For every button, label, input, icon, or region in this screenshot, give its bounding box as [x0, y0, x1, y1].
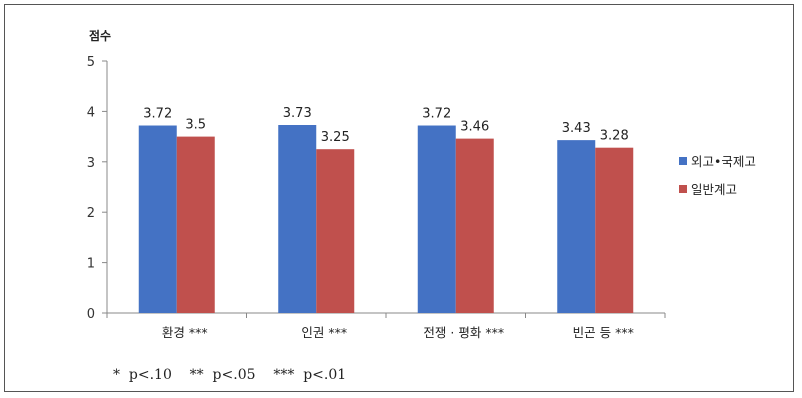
- bar-series2: [176, 136, 215, 313]
- y-tick-label: 5: [87, 55, 95, 70]
- data-label: 3.28: [600, 129, 629, 144]
- y-axis-label: 점수: [89, 28, 111, 43]
- legend-label: 외고•국제고: [691, 154, 756, 169]
- data-label: 3.5: [185, 118, 206, 133]
- bar-series2: [595, 147, 634, 313]
- significance-footnote: * p<.10 ** p<.05 *** p<.01: [113, 367, 347, 383]
- data-label: 3.72: [422, 107, 451, 122]
- chart-frame: 점수 0 1 2 3 4 5 3.72 3.5 환경 *** 3.73 3.25 인권 *** 3.72…: [4, 4, 794, 392]
- legend-label: 일반계고: [691, 182, 737, 197]
- legend-swatch: [679, 185, 687, 193]
- legend-item: 외고•국제고: [679, 154, 756, 169]
- data-label: 3.46: [460, 120, 489, 135]
- legend-swatch: [679, 157, 687, 165]
- bar-series1: [278, 125, 317, 314]
- y-tick-label: 4: [87, 105, 95, 120]
- legend-item: 일반계고: [679, 182, 737, 197]
- bar-series1: [138, 125, 177, 314]
- data-label: 3.73: [283, 106, 312, 121]
- bar-chart: 점수 0 1 2 3 4 5 3.72 3.5 환경 *** 3.73 3.25 인권 *** 3.72…: [87, 28, 756, 340]
- plot-area: 0 1 2 3 4 5 3.72 3.5 환경 *** 3.73 3.25 인권 *** 3.72 3.4…: [87, 55, 666, 340]
- category-label: 인권 ***: [301, 325, 347, 340]
- bar-series2: [455, 138, 494, 313]
- y-tick-label: 2: [87, 206, 95, 221]
- y-tick-label: 3: [87, 156, 95, 171]
- bar-series1: [557, 140, 596, 313]
- data-label: 3.43: [562, 121, 591, 136]
- data-label: 3.25: [321, 130, 350, 145]
- bar-series1: [417, 125, 456, 314]
- bar-series2: [316, 149, 355, 313]
- category-label: 빈곤 등 ***: [573, 325, 634, 340]
- y-tick-label: 0: [87, 307, 95, 322]
- category-label: 전쟁 · 평화 ***: [423, 325, 504, 340]
- y-tick-label: 1: [87, 257, 95, 272]
- data-label: 3.72: [143, 107, 172, 122]
- category-label: 환경 ***: [162, 325, 208, 340]
